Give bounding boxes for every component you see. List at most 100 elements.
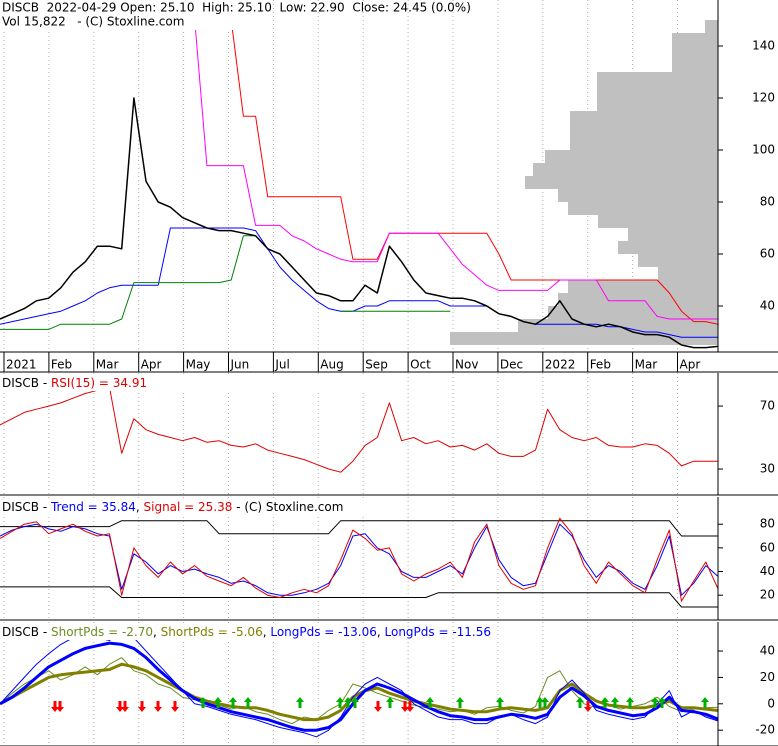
y-tick-label: 0 <box>767 696 775 710</box>
series-line <box>0 386 719 473</box>
x-tick-label: Sep <box>365 358 388 372</box>
legend-entry: LongPds = -11.56 <box>385 625 492 639</box>
volume-profile-bar <box>672 59 718 73</box>
x-tick-label: 2021 <box>6 358 37 372</box>
sell-arrow <box>401 701 409 712</box>
series-line <box>0 641 719 732</box>
volume-profile-bar <box>570 137 718 151</box>
sell-arrow <box>374 701 382 712</box>
y-tick-label: 100 <box>752 143 775 157</box>
y-tick-label: 140 <box>752 39 775 53</box>
panel-label: DISCB - <box>2 376 51 390</box>
sell-arrow <box>406 701 414 712</box>
panel-label: DISCB - <box>2 500 51 514</box>
volume-profile-bar <box>525 176 718 189</box>
x-tick-label: Jul <box>274 358 289 372</box>
buy-arrow <box>496 697 504 708</box>
legend-entry: RSI(15) = 34.91 <box>51 376 147 390</box>
x-tick-label: Jun <box>230 358 250 372</box>
x-tick-label: Apr <box>141 358 162 372</box>
volume-profile-bar <box>570 124 718 138</box>
buy-arrow <box>456 697 464 708</box>
y-tick-label: 40 <box>760 564 775 578</box>
series-line <box>0 227 718 338</box>
axis-background <box>718 622 778 746</box>
x-tick-label: Mar <box>96 358 119 372</box>
buy-arrow <box>611 697 619 708</box>
volume-profile-bar <box>597 72 718 86</box>
series-line <box>0 235 451 330</box>
volume-profile-bar <box>558 188 718 202</box>
y-tick-label: 80 <box>760 194 775 208</box>
separator: , <box>136 500 144 514</box>
header-background <box>0 499 400 515</box>
series-line <box>170 19 719 325</box>
buy-arrow <box>536 697 544 708</box>
series-line <box>0 97 719 349</box>
volume-profile-bar <box>672 46 718 60</box>
panel-header: DISCB - RSI(15) = 34.91 <box>2 376 147 390</box>
x-tick-label: Nov <box>455 358 478 372</box>
buy-arrow <box>199 697 207 708</box>
header-background <box>0 375 400 391</box>
header-background <box>0 624 400 640</box>
sell-arrow <box>121 701 129 712</box>
volume-profile-bar <box>568 279 718 293</box>
buy-arrow <box>229 697 237 708</box>
y-tick-label: 60 <box>760 246 775 260</box>
buy-arrow <box>386 697 394 708</box>
buy-arrow <box>701 697 709 708</box>
x-tick-label: Feb <box>590 358 611 372</box>
volume-profile-bar <box>618 240 718 254</box>
x-tick-label: Oct <box>410 358 431 372</box>
x-tick-label: Apr <box>680 358 701 372</box>
series-line <box>0 517 719 602</box>
chart-title: DISCB 2022-04-29 Open: 25.10 High: 25.10… <box>2 1 471 15</box>
series-line <box>0 662 719 722</box>
axis-background <box>718 373 778 495</box>
volume-profile-bar <box>658 266 718 280</box>
x-tick-label: Aug <box>320 358 343 372</box>
chart-subtitle: Vol 15,822 - (C) Stoxline.com <box>2 15 184 29</box>
panel-header: DISCB - ShortPds = -2.70, ShortPds = -5.… <box>2 625 491 639</box>
y-tick-label: 40 <box>760 644 775 658</box>
buy-arrow <box>576 697 584 708</box>
x-axis-band <box>0 353 718 372</box>
buy-arrow <box>244 697 252 708</box>
x-tick-label: Dec <box>500 358 523 372</box>
buy-arrow <box>214 697 222 708</box>
y-tick-label: 20 <box>760 588 775 602</box>
volume-profile-bar <box>558 292 718 306</box>
volume-profile-bar <box>638 253 718 267</box>
x-tick-label: Feb <box>51 358 72 372</box>
separator: , <box>153 625 161 639</box>
axis-background <box>718 497 778 620</box>
buy-arrow <box>336 697 344 708</box>
buy-arrow <box>426 697 434 708</box>
sell-arrow <box>138 701 146 712</box>
panel-label: DISCB - <box>2 625 51 639</box>
buy-arrow <box>626 697 634 708</box>
panel-note: - (C) Stoxline.com <box>232 500 343 514</box>
volume-profile-bar <box>533 163 718 176</box>
y-tick-label: 20 <box>760 670 775 684</box>
y-tick-label: 70 <box>760 399 775 413</box>
x-tick-label: May <box>186 358 211 372</box>
sell-arrow <box>171 701 179 712</box>
buy-arrow <box>601 697 609 708</box>
upper-band <box>0 520 718 537</box>
volume-profile-bar <box>548 305 718 319</box>
y-tick-label: 30 <box>760 462 775 476</box>
volume-profile-bar <box>672 33 718 47</box>
separator: , <box>263 625 271 639</box>
buy-arrow <box>651 697 659 708</box>
sell-arrow <box>51 701 59 712</box>
legend-entry: Signal = 25.38 <box>144 500 233 514</box>
volume-profile-bar <box>705 20 718 34</box>
sell-arrow <box>116 701 124 712</box>
panel-header: DISCB - Trend = 35.84, Signal = 25.38 - … <box>2 500 343 514</box>
axis-background <box>718 0 778 352</box>
buy-arrow <box>344 697 352 708</box>
separator: , <box>377 625 385 639</box>
